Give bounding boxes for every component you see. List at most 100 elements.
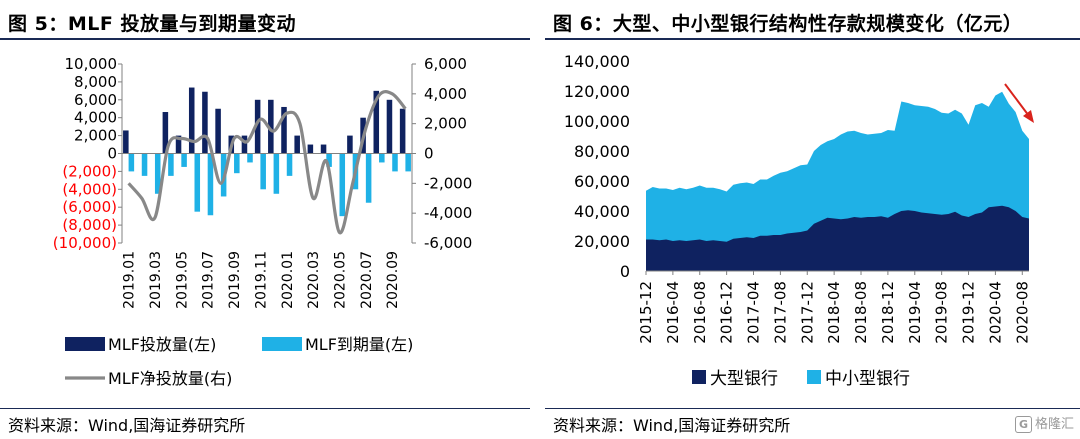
red-arrow-head-icon: [1023, 110, 1034, 123]
mlf-maturity-bar: [286, 153, 293, 176]
legend-label-issue: MLF投放量(左): [108, 335, 216, 354]
x-tick-label: 2019.01: [122, 251, 138, 309]
right-y-tick-label: 6,000: [424, 55, 467, 73]
area-large-banks: [646, 205, 1029, 271]
right-source-text: 资料来源：Wind,国海证券研究所: [553, 416, 791, 435]
mlf-issue-bar: [386, 99, 393, 154]
y-tick-label: 20,000: [574, 232, 630, 251]
x-tick-label: 2020.03: [306, 251, 322, 309]
left-source-divider: [0, 408, 530, 409]
x-tick-label: 2017-12: [798, 281, 816, 344]
mlf-issue-bar: [281, 106, 287, 154]
mlf-net-line: [127, 90, 407, 235]
watermark-logo-icon: G: [1014, 416, 1032, 433]
left-y-tick-label: (10,000): [53, 234, 117, 252]
mlf-maturity-bar: [339, 153, 346, 217]
right-y-tick-label: -4,000: [424, 204, 472, 222]
mlf-maturity-bar: [194, 153, 201, 212]
left-y-tick-label: (8,000): [62, 216, 117, 234]
mlf-issue-bar: [268, 99, 274, 154]
x-tick-label: 2019-08: [933, 281, 951, 344]
right-y-tick-label: 4,000: [424, 85, 467, 103]
left-y-tick-label: (4,000): [62, 180, 117, 198]
y-tick-label: 60,000: [574, 172, 630, 191]
mlf-issue-bar: [175, 135, 182, 154]
legend-swatch-maturity: [262, 337, 302, 351]
x-tick-label: 2020.07: [359, 251, 375, 309]
right-y-tick-label: -6,000: [424, 234, 472, 252]
mlf-issue-bar: [320, 144, 327, 154]
mlf-maturity-bar: [392, 153, 398, 172]
x-tick-label: 2020-08: [1013, 281, 1031, 344]
mlf-issue-bar: [254, 99, 261, 154]
mlf-maturity-bar: [260, 153, 266, 190]
legend-label-maturity: MLF到期量(左): [305, 335, 413, 354]
left-chart-title: 图 5：MLF 投放量与到期量变动: [8, 13, 296, 35]
legend-swatch-issue: [65, 337, 105, 351]
right-chart-title: 图 6：大型、中小型银行结构性存款规模变化（亿元）: [553, 13, 1023, 35]
left-y-tick-label: (6,000): [62, 198, 117, 216]
right-y-tick-label: -2,000: [424, 174, 472, 192]
y-tick-label: 0: [620, 262, 630, 281]
y-tick-label: 80,000: [574, 142, 630, 161]
legend-label-small: 中小型银行: [825, 369, 910, 389]
left-y-tick-label: 0: [107, 145, 117, 163]
left-y-tick-label: 6,000: [74, 91, 117, 109]
x-tick-label: 2018-08: [852, 281, 870, 344]
x-tick-label: 2020-04: [986, 281, 1004, 344]
watermark: G 格隆汇: [1014, 413, 1074, 433]
x-tick-label: 2019.05: [174, 251, 190, 309]
mlf-maturity-bar: [128, 153, 135, 172]
mlf-maturity-bar: [273, 153, 280, 194]
right-y-tick-label: 0: [424, 145, 434, 163]
mlf-maturity-bar: [405, 153, 411, 172]
mlf-maturity-bar: [154, 153, 161, 194]
mlf-maturity-bar: [234, 153, 240, 174]
x-tick-label: 2020.01: [280, 251, 296, 309]
right-source-divider: [545, 408, 1080, 409]
x-tick-label: 2017-08: [771, 281, 789, 344]
x-tick-label: 2019.03: [148, 251, 164, 309]
x-tick-label: 2016-04: [664, 281, 682, 344]
mlf-maturity-bar: [326, 153, 332, 167]
x-tick-label: 2019.11: [253, 251, 269, 309]
mlf-issue-bar: [307, 144, 314, 154]
mlf-issue-bar: [162, 112, 169, 154]
mlf-maturity-bar: [207, 153, 214, 216]
structured-deposit-chart: 0 20,000 40,000 60,000 80,000 100,000 120,000 1…: [564, 52, 1034, 389]
left-y-tick-label: 10,000: [65, 55, 118, 73]
mlf-maturity-bar: [365, 153, 372, 203]
y-tick-label: 120,000: [564, 82, 630, 101]
right-title-bar: 图 6：大型、中小型银行结构性存款规模变化（亿元）: [545, 4, 1080, 40]
y-tick-label: 40,000: [574, 202, 630, 221]
left-y-tick-label: 8,000: [74, 73, 117, 91]
left-panel: 图 5：MLF 投放量与到期量变动 10,000 8,000 6,000 4,000 2…: [0, 0, 530, 439]
mlf-issue-bar: [399, 108, 406, 154]
x-tick-label: 2018-12: [879, 281, 897, 344]
mlf-issue-bar: [347, 135, 353, 154]
x-tick-label: 2016-08: [691, 281, 709, 344]
legend-label-large: 大型银行: [710, 369, 778, 389]
mlf-issue-bar: [188, 87, 195, 154]
mlf-maturity-bar: [181, 153, 187, 167]
mlf-maturity-bar: [168, 153, 174, 176]
x-tick-label: 2015-12: [637, 281, 655, 344]
red-arrow-icon: [1004, 83, 1030, 117]
x-tick-label: 2019-04: [906, 281, 924, 344]
y-tick-label: 140,000: [564, 52, 630, 71]
mlf-maturity-bar: [247, 153, 253, 163]
mlf-issue-bar: [123, 130, 129, 154]
watermark-text: 格隆汇: [1034, 417, 1074, 432]
mlf-issue-bar: [294, 135, 300, 154]
mlf-maturity-bar: [141, 153, 148, 176]
x-tick-label: 2018-04: [825, 281, 843, 344]
right-y-tick-label: 2,000: [424, 115, 467, 133]
mlf-issue-bar: [202, 91, 208, 154]
mlf-issue-bar: [373, 90, 380, 154]
x-tick-label: 2020.09: [385, 251, 401, 309]
left-y-tick-label: 4,000: [74, 109, 117, 127]
x-tick-label: 2019-12: [960, 281, 978, 344]
mlf-issue-bar: [241, 135, 248, 154]
x-tick-label: 2019.07: [201, 251, 217, 309]
mlf-chart: 10,0008,0006,0004,0002,0000(2,000)(4,000…: [53, 55, 473, 388]
